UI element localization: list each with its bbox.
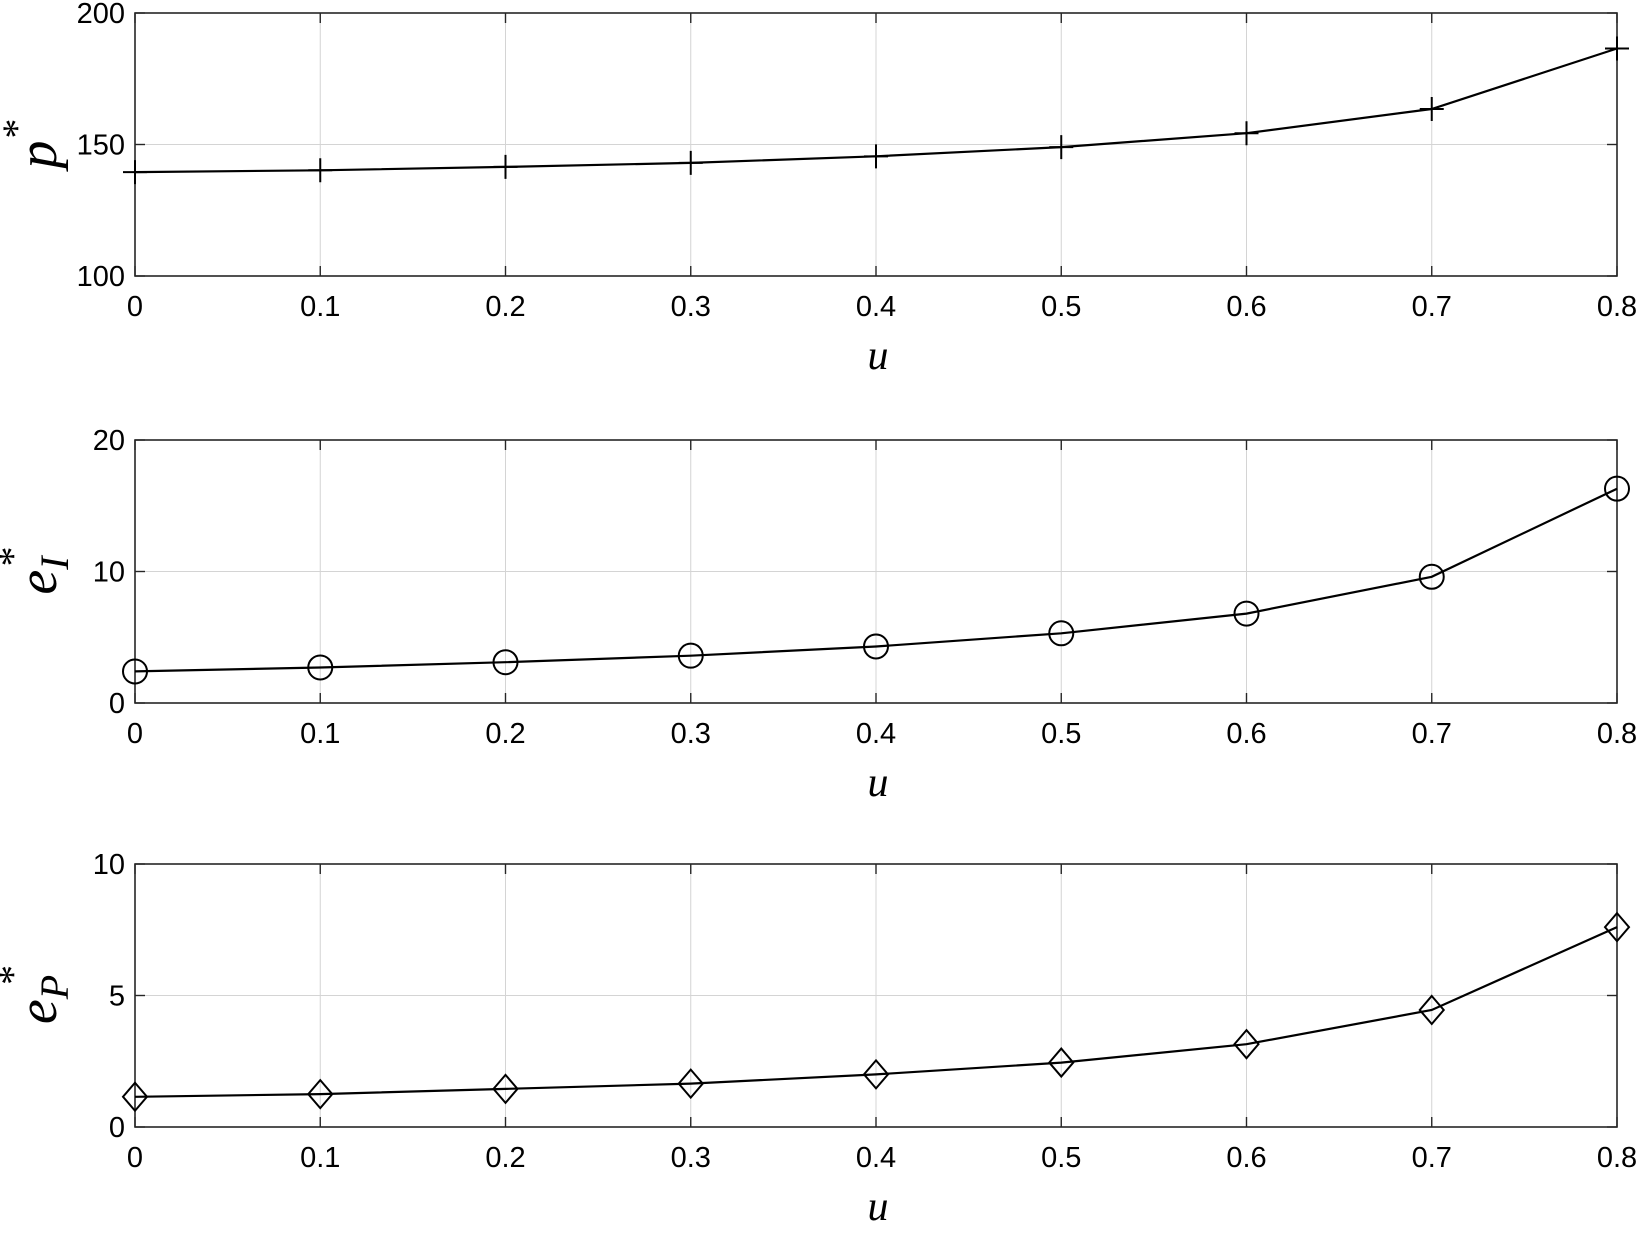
panel-e-p-star: 0 0.1 0.2 0.3 0.4 0.5 0.6 0.7 0.8 0 5 10 u eP*	[0, 849, 1637, 1230]
y-tick-label: 20	[93, 425, 125, 457]
data-point	[1048, 620, 1075, 647]
y-axis-label: eP*	[0, 967, 77, 1024]
x-tick-label: 0.1	[300, 1142, 340, 1174]
y-tick-label: 100	[77, 261, 125, 293]
data-point	[1418, 994, 1446, 1026]
data-point	[1233, 1028, 1260, 1060]
data-point	[122, 658, 148, 685]
data-point	[1418, 563, 1445, 590]
x-tick-label: 0.6	[1226, 718, 1266, 750]
y-tick-label: 10	[93, 849, 125, 881]
data-point	[1233, 600, 1260, 627]
x-tick-label: 0.7	[1412, 718, 1452, 750]
x-tick-label: 0.1	[300, 291, 340, 323]
x-tick-label: 0.4	[856, 718, 896, 750]
x-tick-label: 0.5	[1041, 718, 1081, 750]
x-axis-label: u	[868, 333, 889, 379]
x-tick-label: 0.2	[485, 718, 525, 750]
y-axis-label: eI*	[0, 548, 77, 594]
y-tick-label: 150	[77, 130, 125, 162]
data-point	[1049, 135, 1074, 160]
data-point	[121, 1081, 149, 1113]
x-tick-label: 0	[127, 291, 143, 323]
x-tick-label: 0.8	[1597, 718, 1637, 750]
data-point	[677, 1068, 705, 1100]
x-tick-label: 0.4	[856, 291, 896, 323]
data-point	[493, 154, 518, 179]
y-tick-label: 0	[109, 688, 125, 720]
data-point	[308, 158, 333, 183]
x-tick-label: 0	[127, 1142, 143, 1174]
x-tick-label: 0.7	[1412, 1142, 1452, 1174]
y-tick-label: 10	[93, 557, 125, 589]
data-point	[306, 1078, 334, 1110]
data-point	[492, 1073, 519, 1105]
data-point	[862, 1058, 890, 1090]
data-point	[677, 642, 704, 669]
panel-p-star: 0 0.1 0.2 0.3 0.4 0.5 0.6 0.7 0.8 100 150 200 u p*	[0, 0, 1637, 379]
x-tick-label: 0.6	[1226, 291, 1266, 323]
y-tick-label: 5	[109, 981, 125, 1013]
y-tick-label: 0	[109, 1112, 125, 1144]
data-point	[1603, 911, 1631, 943]
x-tick-label: 0.2	[485, 1142, 525, 1174]
x-tick-label: 0.2	[485, 291, 525, 323]
x-tick-label: 0.4	[856, 1142, 896, 1174]
x-tick-label: 0.3	[671, 718, 711, 750]
x-tick-label: 0.7	[1412, 291, 1452, 323]
x-tick-label: 0.8	[1597, 291, 1637, 323]
x-tick-label: 0.3	[671, 1142, 711, 1174]
x-tick-label: 0.5	[1041, 291, 1081, 323]
x-axis-label: u	[868, 760, 889, 806]
data-point	[1604, 475, 1630, 502]
data-point	[307, 654, 334, 681]
x-tick-label: 0	[127, 718, 143, 750]
data-point	[492, 649, 519, 676]
data-point	[1234, 121, 1259, 146]
x-tick-label: 0.6	[1226, 1142, 1266, 1174]
data-point	[1047, 1047, 1075, 1079]
y-tick-label: 200	[77, 0, 125, 30]
panel-e-i-star: 0 0.1 0.2 0.3 0.4 0.5 0.6 0.7 0.8 0 10 20 u eI*	[0, 425, 1637, 806]
x-axis-label: u	[868, 1184, 889, 1230]
x-tick-label: 0.5	[1041, 1142, 1081, 1174]
series-line	[134, 926, 1618, 1098]
series-line	[134, 487, 1618, 673]
x-tick-label: 0.8	[1597, 1142, 1637, 1174]
data-point	[1605, 36, 1629, 61]
data-point	[123, 160, 147, 185]
x-tick-label: 0.3	[671, 291, 711, 323]
data-point	[678, 150, 703, 175]
x-tick-label: 0.1	[300, 718, 340, 750]
y-axis-label: p*	[0, 121, 69, 173]
data-point	[1419, 96, 1444, 121]
data-point	[863, 633, 889, 660]
data-point	[864, 144, 888, 169]
